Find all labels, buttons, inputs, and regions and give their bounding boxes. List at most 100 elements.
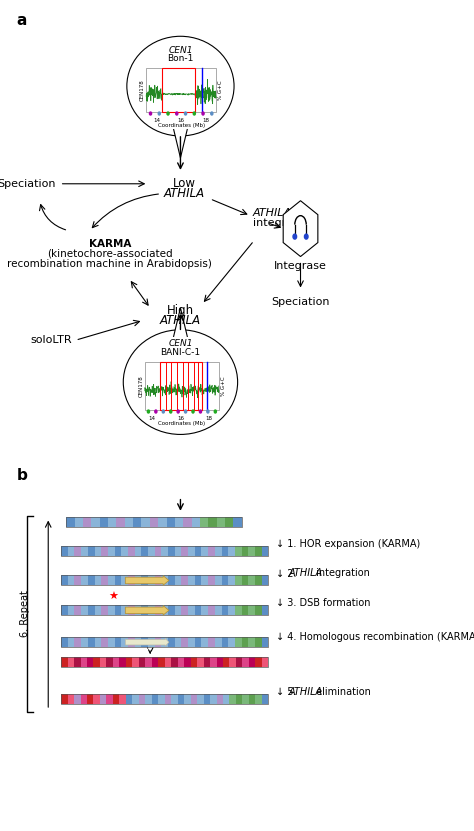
Circle shape: [184, 112, 187, 115]
Bar: [161, 546, 168, 556]
Bar: [152, 657, 158, 667]
Bar: [101, 605, 108, 615]
Bar: [208, 637, 215, 647]
Text: ATHILA: ATHILA: [288, 687, 322, 697]
Bar: [115, 575, 121, 585]
Bar: [61, 657, 68, 667]
Text: ATHILA: ATHILA: [253, 208, 292, 218]
Circle shape: [167, 112, 169, 115]
Bar: [195, 546, 201, 556]
Bar: [128, 637, 135, 647]
Bar: [175, 575, 182, 585]
Bar: [107, 694, 113, 704]
Bar: [178, 657, 184, 667]
Bar: [188, 546, 195, 556]
Bar: [68, 546, 74, 556]
Bar: [61, 546, 68, 556]
Bar: [108, 517, 117, 527]
Bar: [68, 575, 74, 585]
Bar: [148, 575, 155, 585]
Bar: [121, 546, 128, 556]
Bar: [117, 517, 125, 527]
Circle shape: [149, 112, 152, 115]
Bar: [182, 546, 188, 556]
Bar: [168, 575, 175, 585]
Bar: [100, 517, 108, 527]
Bar: [155, 637, 161, 647]
Bar: [229, 694, 236, 704]
Bar: [66, 517, 75, 527]
Bar: [142, 517, 150, 527]
Bar: [228, 605, 235, 615]
Bar: [61, 637, 68, 647]
Bar: [155, 605, 161, 615]
Bar: [133, 517, 142, 527]
Bar: [139, 694, 146, 704]
Bar: [168, 546, 175, 556]
Bar: [81, 637, 88, 647]
Bar: [210, 694, 217, 704]
Bar: [121, 637, 128, 647]
Bar: [175, 637, 182, 647]
Bar: [235, 575, 242, 585]
Bar: [161, 575, 168, 585]
Bar: [184, 657, 191, 667]
Bar: [148, 605, 155, 615]
Bar: [208, 575, 215, 585]
Text: 6. Repeat: 6. Repeat: [19, 590, 30, 637]
Bar: [225, 517, 233, 527]
Bar: [146, 694, 152, 704]
Circle shape: [211, 112, 213, 115]
Bar: [243, 694, 249, 704]
Bar: [215, 605, 221, 615]
Bar: [113, 657, 119, 667]
Bar: [158, 517, 166, 527]
Bar: [108, 605, 115, 615]
Bar: [101, 546, 108, 556]
Bar: [141, 575, 148, 585]
Bar: [68, 694, 74, 704]
Bar: [121, 605, 128, 615]
Bar: [108, 637, 115, 647]
Bar: [61, 605, 68, 615]
Bar: [88, 605, 94, 615]
Bar: [255, 657, 262, 667]
Bar: [101, 575, 108, 585]
Bar: [188, 637, 195, 647]
Text: ATHILA: ATHILA: [288, 568, 322, 578]
Text: ↓ 1. HOR expansion (KARMA): ↓ 1. HOR expansion (KARMA): [275, 538, 420, 548]
Bar: [184, 694, 191, 704]
Bar: [215, 575, 221, 585]
Bar: [248, 637, 255, 647]
Text: 18: 18: [202, 118, 209, 123]
Bar: [183, 517, 191, 527]
Bar: [165, 694, 171, 704]
Bar: [168, 605, 175, 615]
Bar: [61, 575, 268, 585]
Circle shape: [293, 234, 297, 239]
Bar: [68, 637, 74, 647]
Bar: [93, 657, 100, 667]
Circle shape: [177, 410, 179, 413]
Polygon shape: [173, 128, 188, 158]
Bar: [88, 546, 94, 556]
Bar: [74, 694, 81, 704]
Text: Speciation: Speciation: [0, 179, 56, 189]
Bar: [81, 605, 88, 615]
Bar: [228, 575, 235, 585]
Bar: [248, 546, 255, 556]
Bar: [107, 657, 113, 667]
Bar: [135, 546, 141, 556]
Bar: [132, 694, 139, 704]
Bar: [191, 657, 197, 667]
Bar: [243, 657, 249, 667]
Bar: [201, 637, 208, 647]
Text: ↓ 2.: ↓ 2.: [275, 568, 299, 578]
Text: CEN178: CEN178: [140, 79, 145, 101]
Text: Integrase: Integrase: [274, 262, 327, 272]
Bar: [145, 362, 219, 410]
Bar: [235, 546, 242, 556]
FancyArrow shape: [125, 606, 169, 615]
Bar: [125, 517, 133, 527]
Text: CEN1: CEN1: [168, 339, 193, 347]
